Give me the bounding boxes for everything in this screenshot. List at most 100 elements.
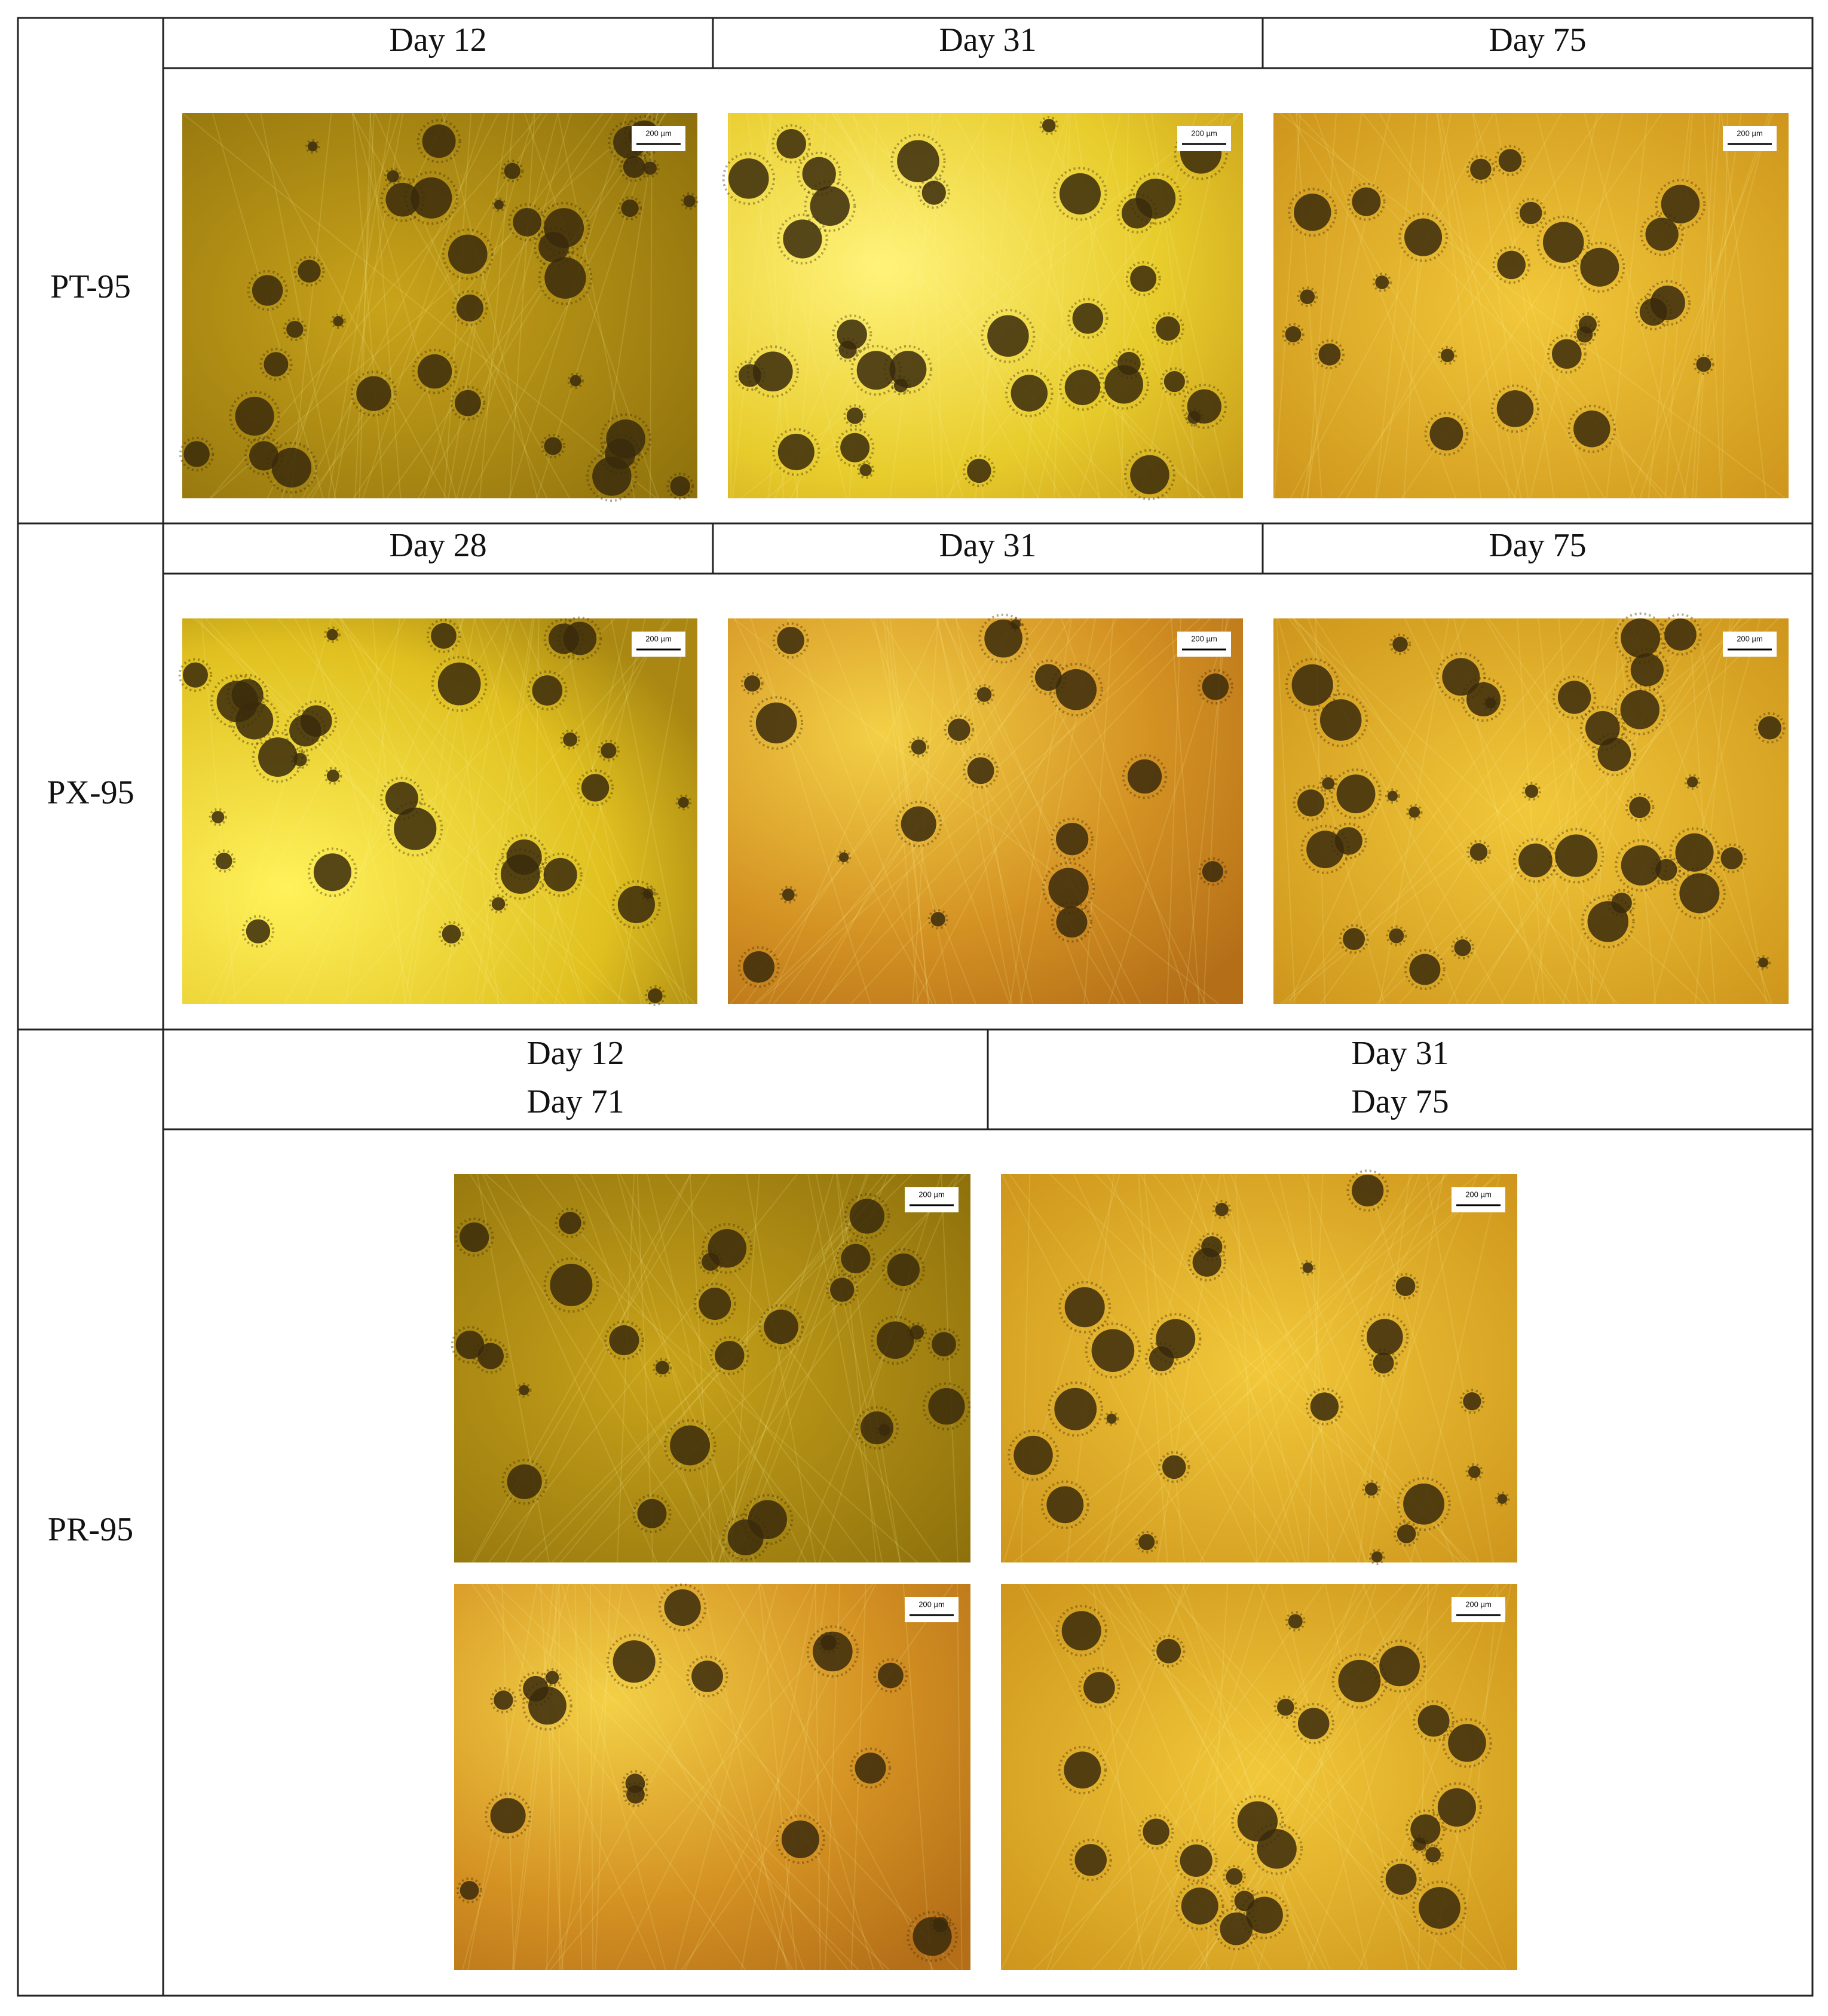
crystal-halo xyxy=(473,1338,509,1374)
scratch xyxy=(1695,618,1731,1004)
crystal xyxy=(550,1264,593,1307)
crystal-halo xyxy=(518,1671,553,1706)
scratch xyxy=(610,618,688,1004)
scratch xyxy=(619,1174,807,1563)
crystal-halo xyxy=(1085,1322,1141,1378)
crystal-halo xyxy=(1331,1653,1388,1709)
scratch xyxy=(674,1583,779,1971)
crystal-halo xyxy=(1058,1745,1107,1795)
crystal-halo xyxy=(533,226,574,268)
crystal xyxy=(477,1343,504,1369)
crystal-halo xyxy=(973,684,995,705)
scratch xyxy=(1235,1174,1258,1563)
crystal-halo xyxy=(1460,676,1507,722)
scratch xyxy=(244,618,504,1004)
crystal xyxy=(1297,1708,1330,1739)
scratch xyxy=(486,1583,657,1971)
micrograph-bg xyxy=(454,1584,970,1970)
scratch xyxy=(456,112,559,499)
crystal-halo xyxy=(907,1322,927,1343)
crystal-halo xyxy=(1214,1907,1259,1951)
scratch xyxy=(442,112,538,499)
crystal xyxy=(948,718,970,742)
crystal-halo xyxy=(1607,888,1636,917)
scratch xyxy=(936,618,1012,1004)
column-header: Day 31 xyxy=(939,527,1036,564)
crystal-halo xyxy=(981,308,1036,363)
crystal xyxy=(776,129,806,159)
crystal xyxy=(1059,173,1101,215)
crystal-halo xyxy=(1362,1479,1381,1499)
crystal xyxy=(1310,1392,1339,1421)
scratch xyxy=(1264,1174,1422,1563)
crystal xyxy=(820,1634,837,1651)
crystal xyxy=(1352,1174,1384,1207)
scratch xyxy=(758,1583,797,1971)
scratch xyxy=(944,618,1090,1004)
row-label: PX-95 xyxy=(47,774,134,811)
scratch xyxy=(281,112,400,499)
scratch xyxy=(1151,112,1201,499)
crystal-halo xyxy=(871,1315,920,1365)
scratch xyxy=(1091,1583,1438,1971)
crystal-halo xyxy=(1293,1702,1334,1745)
crystal xyxy=(231,679,264,711)
scratch xyxy=(473,1174,711,1563)
crystal-halo xyxy=(1098,359,1150,410)
crystal-halo xyxy=(1655,179,1706,229)
scratch xyxy=(573,1174,716,1563)
scale-bar-label: 200 µm xyxy=(1737,634,1763,643)
crystal-halo xyxy=(1125,261,1161,296)
scale-bar-label: 200 µm xyxy=(1737,128,1763,137)
column-header: Day 75 xyxy=(1489,527,1586,564)
scratch xyxy=(1720,112,1728,499)
scratch xyxy=(982,112,985,499)
crystal-halo xyxy=(1716,843,1747,874)
crystal-halo xyxy=(663,1419,716,1472)
crystal xyxy=(810,186,850,226)
scratch xyxy=(1092,1583,1144,1971)
scratch xyxy=(390,618,518,1004)
crystal-halo xyxy=(516,1382,532,1398)
crystal-halo xyxy=(209,808,227,826)
crystal xyxy=(1215,1203,1229,1217)
crystal xyxy=(1557,681,1591,714)
crystal-halo xyxy=(746,345,800,398)
scale-bar-box xyxy=(632,126,685,151)
crystal xyxy=(1429,416,1463,451)
crystal xyxy=(647,988,663,1003)
crystal xyxy=(300,705,332,737)
scale-bar-label: 200 µm xyxy=(645,634,672,643)
crystal xyxy=(1226,1868,1243,1885)
crystal xyxy=(1463,1392,1481,1411)
crystal-halo xyxy=(350,370,397,417)
crystal-halo xyxy=(265,442,318,494)
crystal-halo xyxy=(1393,1521,1420,1547)
crystal-halo xyxy=(1424,412,1469,456)
crystal xyxy=(543,857,577,892)
crystal-halo xyxy=(508,203,546,241)
crystal xyxy=(563,732,578,747)
crystal-halo xyxy=(210,674,265,729)
scratch xyxy=(290,112,332,499)
micrograph: 200 µm xyxy=(1273,612,1789,1004)
scratch xyxy=(733,618,1219,1004)
scratch xyxy=(730,1174,760,1563)
crystal xyxy=(782,888,795,901)
crystal-halo xyxy=(606,1634,662,1690)
crystal xyxy=(500,854,540,894)
crystal-halo xyxy=(1048,1381,1103,1437)
crystal-halo xyxy=(777,213,828,265)
scratch xyxy=(1164,1583,1331,1971)
micrograph-bg xyxy=(454,1174,970,1562)
crystal xyxy=(519,1385,529,1396)
crystal xyxy=(523,1675,549,1702)
crystal-halo xyxy=(1361,1313,1409,1361)
crystal xyxy=(1302,1262,1313,1273)
scratch xyxy=(1362,1583,1507,1971)
crystal xyxy=(802,157,836,191)
scratch xyxy=(244,112,448,499)
scratch xyxy=(1077,112,1198,499)
crystal xyxy=(1621,618,1661,658)
scratch xyxy=(1074,1174,1438,1563)
